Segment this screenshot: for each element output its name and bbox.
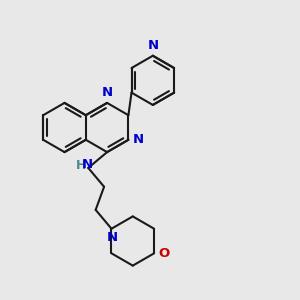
- Text: N: N: [82, 158, 93, 171]
- Text: H: H: [76, 159, 86, 172]
- Text: O: O: [158, 247, 169, 260]
- Text: N: N: [106, 231, 118, 244]
- Text: N: N: [147, 39, 158, 52]
- Text: N: N: [133, 133, 144, 146]
- Text: N: N: [101, 86, 113, 99]
